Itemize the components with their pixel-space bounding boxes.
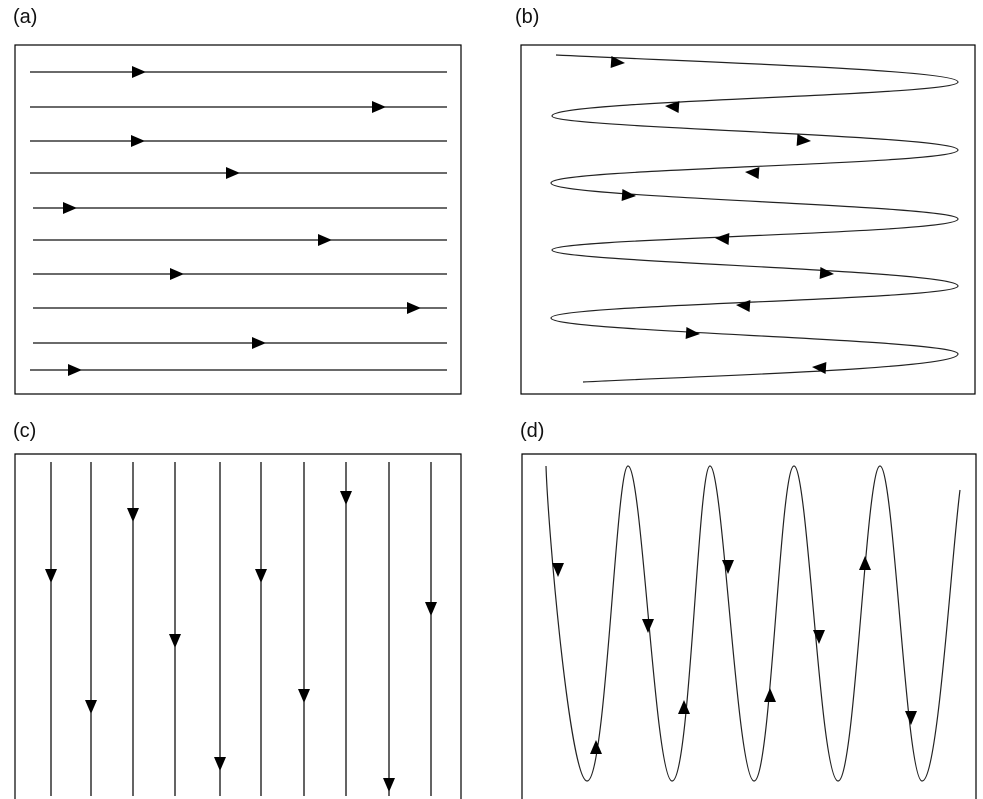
direction-arrow (678, 700, 690, 714)
direction-arrow (590, 740, 602, 754)
direction-arrow (722, 560, 734, 574)
direction-arrow (764, 688, 776, 702)
direction-arrow (905, 711, 917, 725)
direction-arrow (642, 619, 654, 633)
panel-d-frame (522, 454, 976, 799)
direction-arrow (813, 630, 825, 644)
direction-arrow (859, 556, 871, 570)
raster-path (546, 466, 960, 781)
